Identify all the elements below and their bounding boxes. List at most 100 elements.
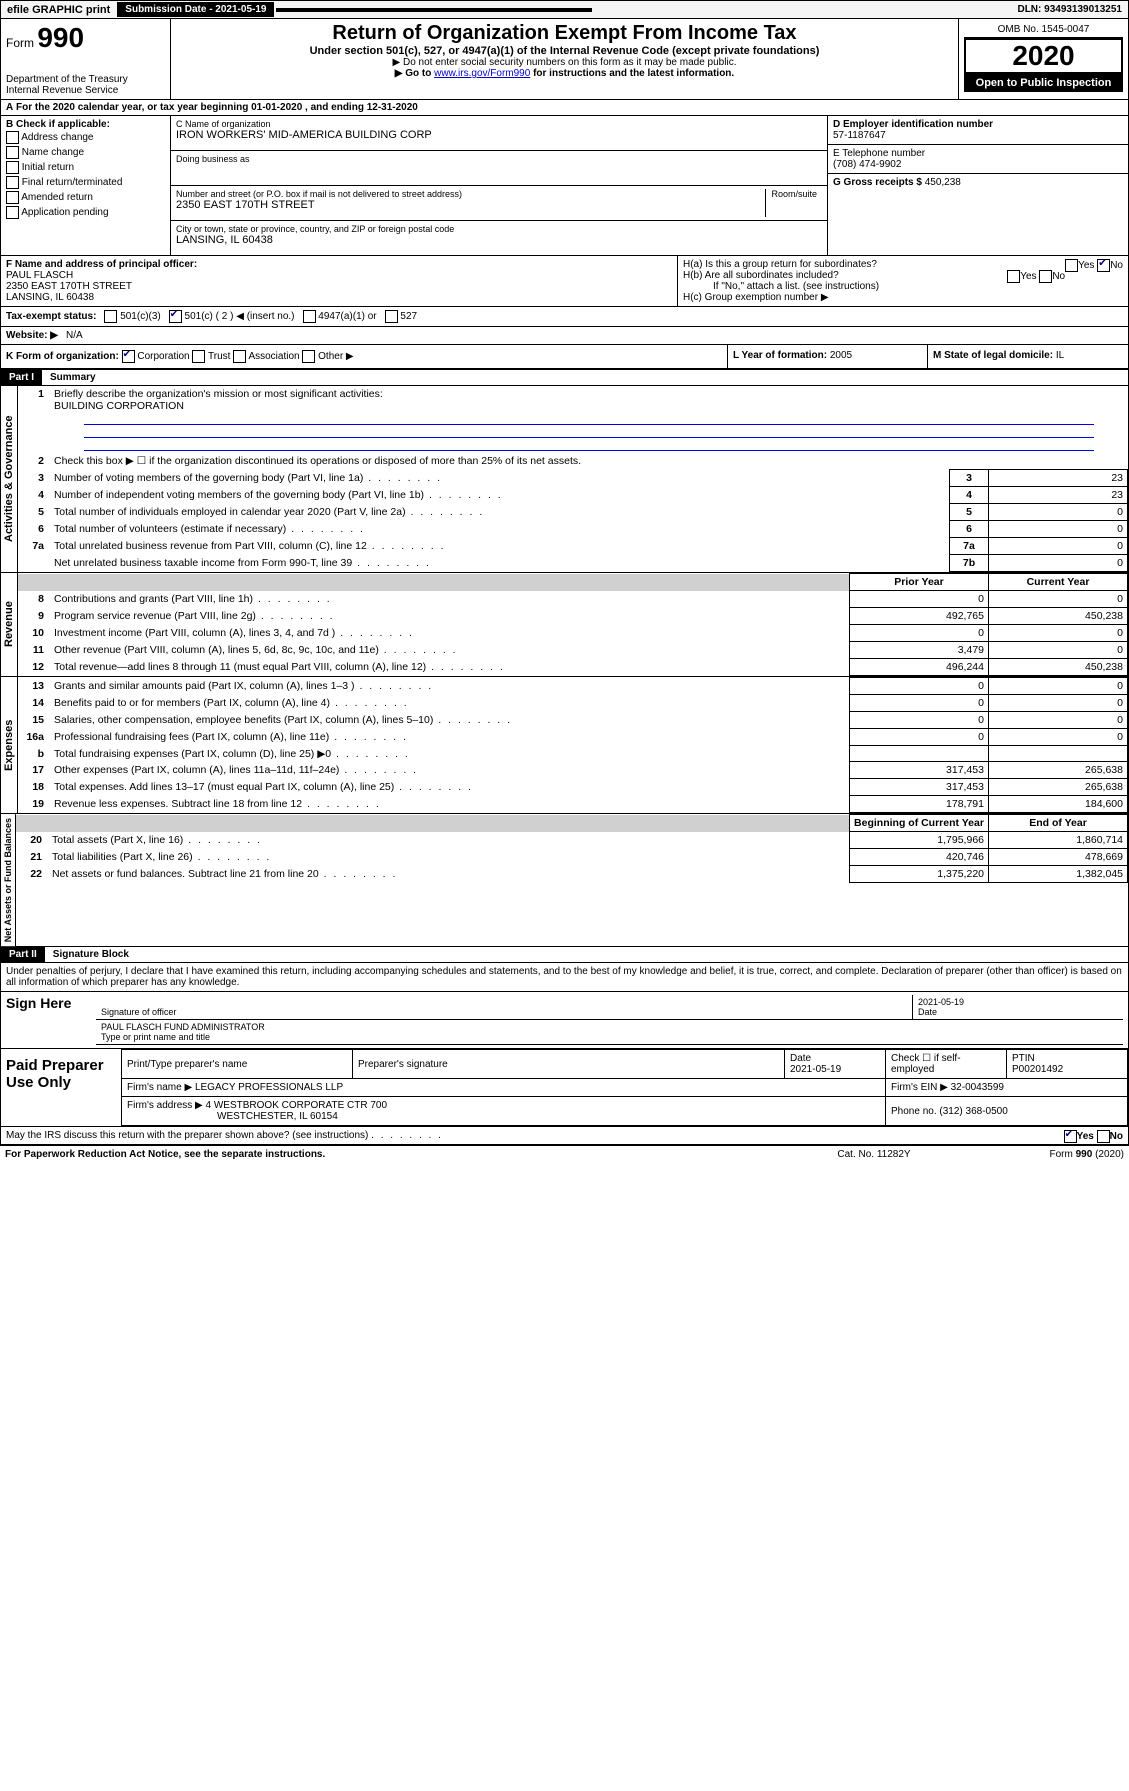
form-title: Return of Organization Exempt From Incom…	[176, 22, 953, 45]
c-city: LANSING, IL 60438	[176, 234, 822, 246]
section-a-m: A For the 2020 calendar year, or tax yea…	[0, 100, 1129, 369]
netassets-block: Net Assets or Fund Balances Beginning of…	[0, 814, 1129, 947]
l-val: 2005	[830, 350, 852, 361]
firm-addr: 4 WESTBROOK CORPORATE CTR 700	[206, 1100, 388, 1111]
b-checkbox[interactable]: Name change	[6, 145, 165, 160]
submission-date[interactable]: Submission Date - 2021-05-19	[117, 2, 274, 17]
f-city: LANSING, IL 60438	[6, 292, 672, 303]
q1: Briefly describe the organization's miss…	[54, 388, 383, 400]
open-public: Open to Public Inspection	[964, 74, 1123, 92]
note-ssn: ▶ Do not enter social security numbers o…	[176, 57, 953, 68]
row-i: Tax-exempt status: 501(c)(3) 501(c) ( 2 …	[1, 306, 1128, 326]
footer: For Paperwork Reduction Act Notice, see …	[0, 1145, 1129, 1163]
b-checkbox[interactable]: Final return/terminated	[6, 175, 165, 190]
hb: H(b) Are all subordinates included? Yes …	[683, 270, 1123, 281]
name-lbl: Type or print name and title	[101, 1032, 210, 1042]
d-lbl: D Employer identification number	[833, 119, 1123, 130]
k-corp[interactable]	[122, 350, 135, 363]
b-checkbox[interactable]: Address change	[6, 130, 165, 145]
hc: H(c) Group exemption number ▶	[683, 292, 1123, 303]
k-trust[interactable]	[192, 350, 205, 363]
l-lbl: L Year of formation:	[733, 350, 827, 361]
b-checkbox[interactable]: Application pending	[6, 205, 165, 220]
f-addr: 2350 EAST 170TH STREET	[6, 281, 672, 292]
c-addr-lbl: Number and street (or P.O. box if mail i…	[176, 189, 765, 199]
e-lbl: E Telephone number	[833, 148, 1123, 159]
q2: Check this box ▶ ☐ if the organization d…	[50, 453, 1128, 470]
col-deg: D Employer identification number57-11876…	[828, 116, 1128, 255]
prep-date: 2021-05-19	[790, 1064, 841, 1075]
e-val: (708) 474-9902	[833, 159, 1123, 170]
j-lbl: Website: ▶	[6, 330, 58, 341]
revenue-block: Revenue Prior YearCurrent Year 8Contribu…	[0, 573, 1129, 677]
ha-yes[interactable]	[1065, 259, 1078, 272]
d-val: 57-1187647	[833, 130, 1123, 141]
footer-l: For Paperwork Reduction Act Notice, see …	[5, 1149, 774, 1160]
form-subtitle: Under section 501(c), 527, or 4947(a)(1)…	[176, 45, 953, 57]
sig-date: 2021-05-19	[918, 997, 964, 1007]
hb-no[interactable]	[1039, 270, 1052, 283]
sig-name: PAUL FLASCH FUND ADMINISTRATOR	[101, 1022, 265, 1032]
j-val: N/A	[66, 330, 83, 341]
i-501c3[interactable]	[104, 310, 117, 323]
i-lbl: Tax-exempt status:	[6, 311, 96, 322]
omb-number: OMB No. 1545-0047	[964, 22, 1123, 38]
firm-name: LEGACY PROFESSIONALS LLP	[195, 1082, 343, 1093]
k-lbl: K Form of organization:	[6, 351, 119, 362]
discuss-no[interactable]	[1097, 1130, 1110, 1143]
firm-ein: 32-0043599	[951, 1082, 1004, 1093]
g-lbl: G Gross receipts $	[833, 177, 922, 188]
col-end: End of Year	[989, 815, 1128, 832]
governance-block: Activities & Governance 1Briefly describ…	[0, 386, 1129, 573]
f-lbl: F Name and address of principal officer:	[6, 259, 672, 270]
discuss-yes[interactable]	[1064, 1130, 1077, 1143]
col-begin: Beginning of Current Year	[850, 815, 989, 832]
col-c: C Name of organizationIRON WORKERS' MID-…	[171, 116, 828, 255]
part2-title: Signature Block	[45, 947, 137, 962]
footer-r: Form 990 (2020)	[974, 1149, 1124, 1160]
self-emp[interactable]: Check ☐ if self-employed	[886, 1050, 1007, 1079]
form-number: Form 990	[6, 22, 165, 54]
m-lbl: M State of legal domicile:	[933, 350, 1053, 361]
firm-phone: (312) 368-0500	[939, 1106, 1007, 1117]
f-name: PAUL FLASCH	[6, 270, 672, 281]
k-other[interactable]	[302, 350, 315, 363]
irs-link[interactable]: www.irs.gov/Form990	[434, 68, 530, 79]
date-lbl: Date	[918, 1007, 937, 1017]
paid-lbl: Paid Preparer Use Only	[1, 1049, 121, 1126]
tax-year: 2020	[964, 38, 1123, 74]
ha: H(a) Is this a group return for subordin…	[683, 259, 1123, 270]
i-4947[interactable]	[303, 310, 316, 323]
topbar: efile GRAPHIC print Submission Date - 20…	[0, 0, 1129, 19]
blank-bar	[276, 8, 592, 12]
footer-c: Cat. No. 11282Y	[774, 1149, 974, 1160]
row-a: A For the 2020 calendar year, or tax yea…	[1, 100, 1128, 116]
block-bcdefg: B Check if applicable: Address change Na…	[1, 116, 1128, 255]
c-addr: 2350 EAST 170TH STREET	[176, 199, 765, 211]
col-prior: Prior Year	[850, 574, 989, 591]
row-klm: K Form of organization: Corporation Trus…	[1, 344, 1128, 368]
row-j: Website: ▶ N/A	[1, 326, 1128, 344]
k-assoc[interactable]	[233, 350, 246, 363]
dept-treasury: Department of the Treasury Internal Reve…	[6, 74, 165, 96]
sign-block: Sign Here Signature of officer 2021-05-19…	[0, 992, 1129, 1049]
m-val: IL	[1056, 350, 1064, 361]
paid-preparer: Paid Preparer Use Only Print/Type prepar…	[0, 1049, 1129, 1127]
i-501c[interactable]	[169, 310, 182, 323]
g-val: 450,238	[925, 177, 961, 188]
i-527[interactable]	[385, 310, 398, 323]
hb-yes[interactable]	[1007, 270, 1020, 283]
expenses-block: Expenses 13Grants and similar amounts pa…	[0, 677, 1129, 814]
b-checkbox[interactable]: Initial return	[6, 160, 165, 175]
col-current: Current Year	[989, 574, 1128, 591]
ha-no[interactable]	[1097, 259, 1110, 272]
part1-title: Summary	[42, 370, 104, 385]
c-dba-lbl: Doing business as	[176, 154, 822, 164]
sig-lbl: Signature of officer	[101, 1007, 176, 1017]
c-name: IRON WORKERS' MID-AMERICA BUILDING CORP	[176, 129, 822, 141]
part1-hdr: Part I	[1, 370, 42, 385]
declaration: Under penalties of perjury, I declare th…	[0, 963, 1129, 992]
prep-name-lbl: Print/Type preparer's name	[122, 1050, 353, 1079]
sign-here: Sign Here	[1, 992, 91, 1048]
b-checkbox[interactable]: Amended return	[6, 190, 165, 205]
